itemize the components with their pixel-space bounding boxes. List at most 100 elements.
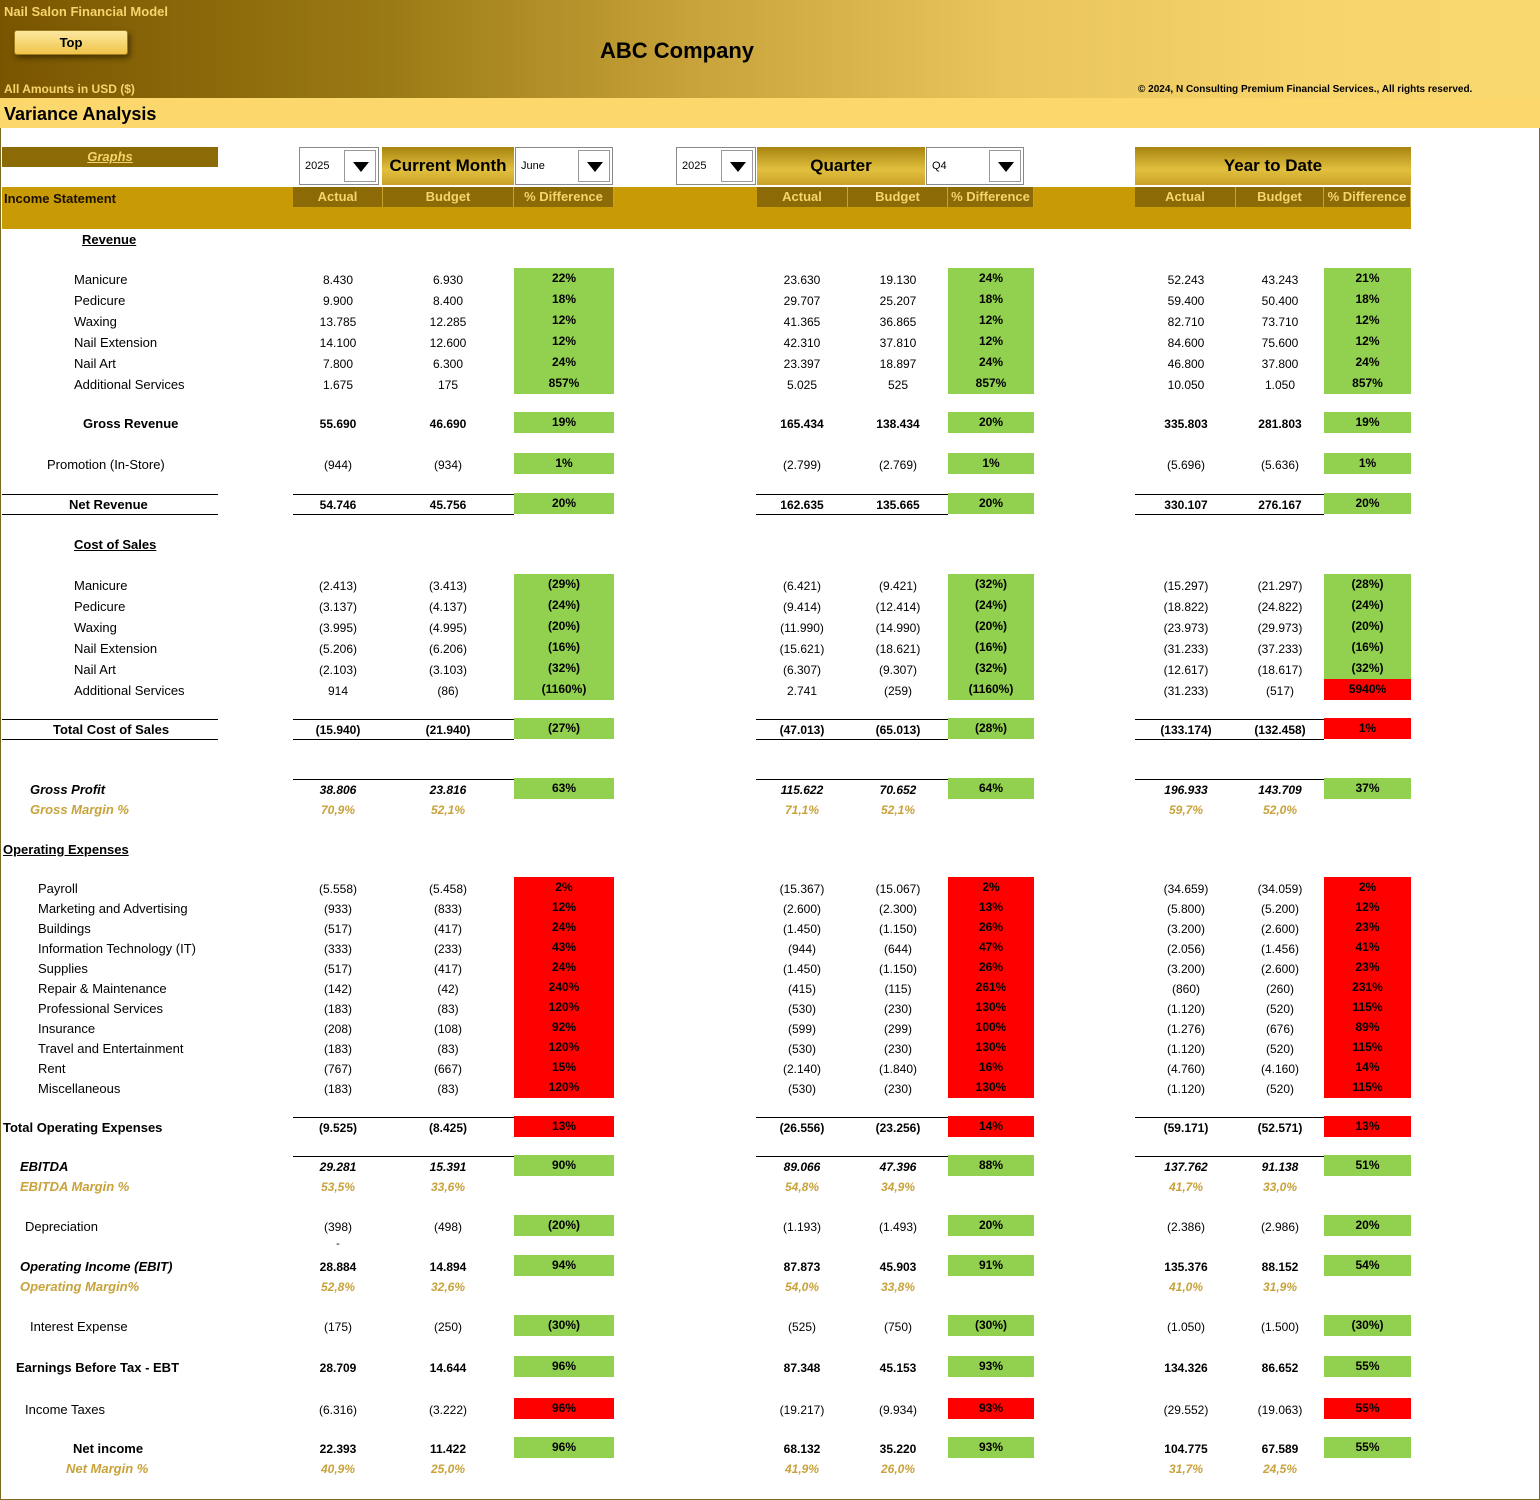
total-line-bottom: [756, 514, 948, 515]
q-pct-diff-cell: 20%: [948, 1215, 1034, 1236]
row-label: Net Margin %: [66, 1461, 149, 1476]
ytd-actual-cell: 41,0%: [1168, 1280, 1204, 1294]
q-pct-diff-cell: (32%): [948, 658, 1034, 679]
ytd-actual-cell: 59,7%: [1168, 803, 1204, 817]
cm-budget-cell: 14.644: [429, 1361, 467, 1375]
q-pct-diff-cell: (28%): [948, 718, 1034, 739]
q-budget-cell: (259): [883, 684, 912, 698]
chevron-down-icon[interactable]: [578, 150, 610, 182]
ytd-budget-cell: 281.803: [1258, 417, 1302, 431]
ytd-budget-cell: (4.160): [1260, 1062, 1300, 1076]
q-budget-cell: 135.665: [876, 498, 920, 512]
q-pct-diff-cell: 93%: [948, 1398, 1034, 1419]
q-actual-cell: (1.450): [782, 922, 822, 936]
q-actual-cell: 2.741: [786, 684, 818, 698]
q-budget-cell: (230): [883, 1042, 912, 1056]
cm-pct-diff-cell: (20%): [514, 616, 614, 637]
ytd-actual-cell: (1.276): [1166, 1022, 1206, 1036]
cm-budget-cell: (86): [437, 684, 459, 698]
ytd-actual-cell: (31.233): [1163, 642, 1209, 656]
row-label: Net Revenue: [69, 497, 148, 512]
ytd-pct-diff-cell: 12%: [1324, 897, 1411, 918]
quarter-year-select[interactable]: 2025: [676, 147, 756, 185]
row-label: Revenue: [82, 232, 137, 247]
ytd-actual-cell: 137.762: [1164, 1160, 1208, 1174]
month-year-value: 2025: [305, 160, 330, 172]
q-budget-cell: (230): [883, 1002, 912, 1016]
quarter-select[interactable]: Q4: [926, 147, 1024, 185]
ytd-actual-cell: (23.973): [1163, 621, 1209, 635]
cm-actual-cell: (208): [323, 1022, 352, 1036]
cm-budget-cell: (833): [433, 902, 462, 916]
ytd-actual-cell: (29.552): [1163, 1403, 1209, 1417]
top-button[interactable]: Top: [14, 30, 128, 55]
month-value: June: [521, 160, 545, 172]
ytd-actual-cell: 46.800: [1167, 357, 1205, 371]
cm-budget-cell: (667): [433, 1062, 462, 1076]
q-pct-diff-cell: 20%: [948, 412, 1034, 433]
cm-budget-cell: 6.930: [432, 273, 464, 287]
ytd-pct-diff-cell: 2%: [1324, 877, 1411, 898]
ytd-budget-cell: (520): [1265, 1002, 1294, 1016]
q-pct-diff-cell: 857%: [948, 373, 1034, 394]
ytd-pct-diff-cell: 13%: [1324, 1116, 1411, 1137]
q-pct-diff-cell: 100%: [948, 1017, 1034, 1038]
q-actual-cell: (6.421): [782, 579, 822, 593]
ytd-budget-cell: (517): [1265, 684, 1294, 698]
ytd-budget-cell: (260): [1265, 982, 1294, 996]
ytd-budget-cell: (2.600): [1260, 922, 1300, 936]
q-actual-cell: (6.307): [782, 663, 822, 677]
ytd-actual-cell: (31.233): [1163, 684, 1209, 698]
row-label: EBITDA: [20, 1159, 69, 1174]
ytd-budget-cell: 50.400: [1261, 294, 1299, 308]
ytd-budget-cell: 67.589: [1261, 1442, 1299, 1456]
total-line-bottom: [293, 514, 514, 515]
q-budget-cell: (644): [883, 942, 912, 956]
q-budget-cell: (1.150): [878, 962, 918, 976]
row-label: Manicure: [74, 272, 128, 287]
q-actual-cell: 87.873: [783, 1260, 821, 1274]
cm-pct-diff-cell: 43%: [514, 937, 614, 958]
chevron-down-icon[interactable]: [721, 150, 753, 182]
graphs-link[interactable]: Graphs: [2, 147, 218, 167]
row-label: Buildings: [38, 921, 91, 936]
cm-pct-diff-cell: 240%: [514, 977, 614, 998]
ytd-pct-diff-cell: 857%: [1324, 373, 1411, 394]
total-line-top: [756, 779, 948, 780]
total-line-top: [1135, 779, 1324, 780]
ytd-budget-cell: 75.600: [1261, 336, 1299, 350]
q-budget-cell: 25.207: [879, 294, 917, 308]
q-actual-cell: 165.434: [780, 417, 824, 431]
row-label: Promotion (In-Store): [47, 457, 165, 472]
cm-actual-cell: 914: [327, 684, 349, 698]
q-budget-cell: (230): [883, 1082, 912, 1096]
q-budget-cell: 34,9%: [880, 1180, 916, 1194]
ytd-budget-cell: 52,0%: [1262, 803, 1298, 817]
cm-actual-cell: (933): [323, 902, 352, 916]
cm-actual-cell: 22.393: [319, 1442, 357, 1456]
cm-budget-cell: 12.285: [429, 315, 467, 329]
cm-budget-cell: 175: [437, 378, 459, 392]
ytd-pct-diff-cell: 51%: [1324, 1155, 1411, 1176]
cm-actual-cell: (3.137): [318, 600, 358, 614]
cm-pct-diff-cell: 24%: [514, 917, 614, 938]
q-pct-diff-cell: 88%: [948, 1155, 1034, 1176]
cm-actual-cell: 54.746: [319, 498, 357, 512]
cm-pct-diff-cell: 24%: [514, 352, 614, 373]
chevron-down-icon[interactable]: [344, 150, 376, 182]
cm-budget-cell: 32,6%: [430, 1280, 466, 1294]
q-pct-diff-cell: (24%): [948, 595, 1034, 616]
ytd-actual-cell: (4.760): [1166, 1062, 1206, 1076]
quarter-year-value: 2025: [682, 160, 707, 172]
cm-budget-cell: (233): [433, 942, 462, 956]
cm-actual-cell: (767): [323, 1062, 352, 1076]
q-pct-diff-cell: 26%: [948, 917, 1034, 938]
q-pct-diff-cell: 93%: [948, 1356, 1034, 1377]
chevron-down-icon[interactable]: [989, 150, 1021, 182]
month-select[interactable]: June: [515, 147, 613, 185]
cm-pct-diff-cell: 12%: [514, 897, 614, 918]
ytd-budget-cell: (1.456): [1260, 942, 1300, 956]
month-year-select[interactable]: 2025: [299, 147, 379, 185]
q-pct-diff-cell: 130%: [948, 1077, 1034, 1098]
q-actual-cell: 23.630: [783, 273, 821, 287]
